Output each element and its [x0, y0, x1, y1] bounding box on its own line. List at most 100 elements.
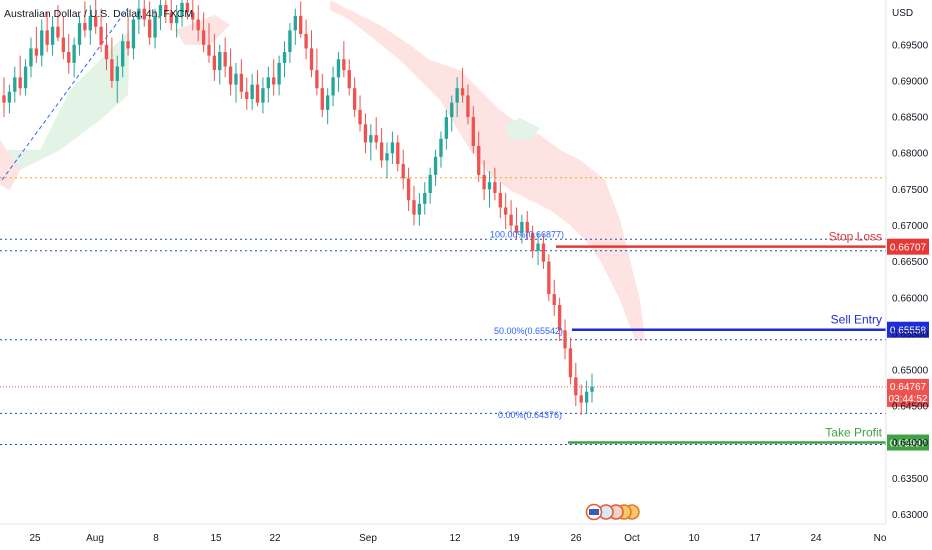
candle-body: [525, 221, 529, 233]
candle: [234, 62, 238, 103]
candle-body: [584, 391, 589, 403]
candle-body: [110, 59, 114, 81]
candle: [288, 23, 292, 63]
candle-body: [428, 174, 432, 193]
cloud-bearish: [175, 15, 230, 45]
candle-body: [174, 15, 179, 24]
candle-body: [379, 142, 384, 161]
price-tick-label: 0.66500: [892, 257, 929, 268]
candle-body: [541, 243, 546, 262]
candle: [584, 380, 589, 414]
candle: [541, 234, 546, 269]
candle-body: [498, 192, 502, 208]
candle: [401, 149, 405, 190]
candle: [315, 48, 319, 96]
candle-body: [191, 12, 195, 20]
candle-body: [293, 15, 297, 31]
candle: [56, 5, 60, 42]
candle-body: [557, 305, 562, 331]
us-flag-stripes-icon: [589, 509, 599, 515]
current-price: 0.64767: [890, 382, 927, 393]
candle-body: [104, 44, 109, 60]
cloud-bearish: [330, 0, 645, 340]
candle-body: [282, 52, 287, 63]
time-tick-label: 15: [210, 533, 222, 544]
stop-price-badge: [887, 238, 929, 255]
candle-body: [180, 2, 184, 16]
candle-body: [369, 135, 373, 143]
candle: [201, 12, 206, 53]
candle-body: [552, 294, 556, 306]
candle-body: [67, 52, 71, 63]
candle-body: [331, 77, 335, 96]
candle: [115, 55, 119, 103]
candle: [460, 67, 465, 103]
time-axis[interactable]: 25 Aug 8 15 22 Sep 12 19 26 Oct 10 17 24 No: [29, 533, 886, 544]
price-axis[interactable]: 0.69500 0.69000 0.68500 0.68000 0.67500 0.670…: [892, 40, 929, 521]
candle: [169, 0, 173, 31]
time-tick-label: 10: [688, 533, 700, 544]
price-tick-label: 0.68500: [892, 113, 929, 124]
candle-body: [255, 84, 260, 103]
candle: [164, 0, 168, 24]
candle: [574, 362, 578, 407]
candle: [99, 8, 103, 53]
candle: [174, 5, 179, 38]
candle: [331, 66, 335, 107]
candle: [396, 135, 400, 172]
trade-levels: Stop Loss 0.66707 Sell Entry 0.65558 Take Pr…: [556, 230, 929, 451]
candle-body: [504, 207, 508, 215]
candle: [563, 319, 567, 360]
candle-body: [266, 77, 271, 89]
candle-body: [455, 88, 459, 103]
price-tick-label: 0.68000: [892, 149, 929, 160]
candle-body: [142, 8, 146, 20]
candle: [218, 44, 222, 85]
profit-price-badge: [887, 434, 929, 451]
candle-body: [137, 8, 141, 20]
bar-countdown: 03:44:52: [889, 394, 928, 405]
profit-price: 0.63997: [890, 439, 927, 450]
candle: [29, 37, 33, 78]
candle-body: [299, 15, 303, 34]
candle-body: [439, 138, 443, 157]
candle-body: [520, 221, 524, 233]
candle: [336, 52, 341, 92]
candle-body: [23, 66, 28, 89]
entry-label: Sell Entry: [831, 313, 882, 327]
candle: [374, 117, 378, 150]
candle: [185, 0, 190, 20]
candle-body: [352, 88, 357, 110]
candle: [228, 48, 233, 96]
price-tick-label: 0.67500: [892, 185, 929, 196]
time-tick-label: 12: [449, 533, 461, 544]
candle-body: [40, 30, 44, 56]
candle-body: [590, 386, 594, 392]
candle-body: [201, 30, 206, 45]
candle-body: [223, 52, 227, 67]
candle: [61, 15, 66, 60]
candle: [207, 23, 211, 63]
candle-body: [482, 174, 486, 190]
candle-body: [153, 15, 157, 38]
candle-body: [50, 26, 55, 45]
stop-price: 0.66707: [890, 243, 927, 254]
candle: [514, 207, 519, 240]
candle-body: [536, 243, 540, 251]
candle-body: [158, 5, 163, 16]
candle: [299, 1, 303, 38]
candle: [67, 33, 71, 74]
trendline[interactable]: [1, 7, 129, 181]
economic-events-icon[interactable]: [585, 503, 640, 521]
candle-body: [250, 84, 254, 100]
candle: [369, 124, 373, 161]
candle-body: [574, 377, 578, 396]
horizontal-lines: [0, 177, 886, 445]
candle-body: [72, 44, 76, 63]
candle: [239, 59, 244, 100]
candle-body: [18, 77, 22, 89]
candle-body: [261, 88, 265, 103]
time-tick-label: 22: [269, 533, 281, 544]
candle: [126, 15, 130, 56]
